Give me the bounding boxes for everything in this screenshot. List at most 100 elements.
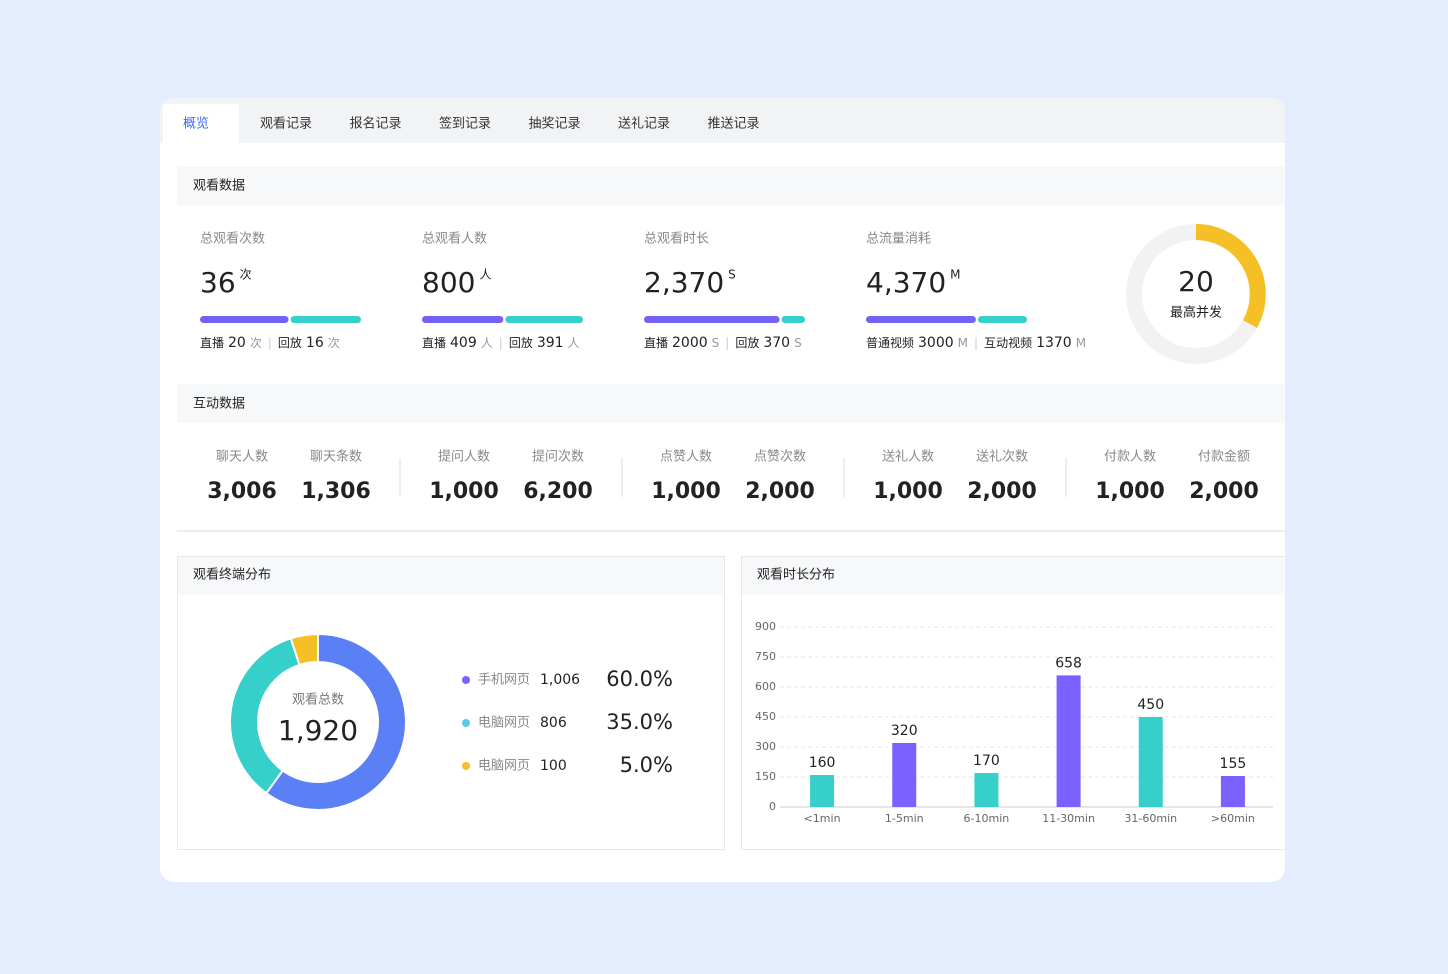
part-name: 回放 — [509, 335, 533, 350]
metric-value: 1,306 — [301, 479, 371, 504]
stat-label: 总观看人数 — [422, 231, 487, 247]
background — [1285, 540, 1295, 860]
part-value: 1370 — [1036, 335, 1072, 351]
metric-label: 聊天人数 — [216, 450, 268, 465]
progress-segment — [781, 316, 805, 323]
active-tab — [163, 104, 239, 143]
bar-label: 160 — [809, 755, 836, 771]
legend-dot — [462, 719, 470, 727]
bar — [1056, 675, 1081, 807]
legend-percent: 60.0% — [606, 667, 673, 691]
tab[interactable]: 报名记录 — [349, 116, 401, 132]
x-tick-label: 6-10min — [964, 812, 1010, 825]
x-tick-label: <1min — [804, 812, 841, 825]
part-unit: M — [1076, 336, 1086, 350]
progress-segment — [290, 316, 361, 323]
metric-label: 点赞次数 — [754, 449, 806, 465]
tab[interactable]: 推送记录 — [707, 117, 759, 132]
y-tick-label: 0 — [769, 800, 776, 813]
y-tick-label: 600 — [755, 680, 776, 693]
stat-value: 2,370 — [644, 266, 724, 299]
peak-label: 最高并发 — [1170, 305, 1222, 321]
part-value: 391 — [537, 335, 564, 351]
legend-dot — [462, 762, 470, 770]
separator: | — [725, 336, 729, 350]
part-name: 互动视频 — [984, 335, 1032, 350]
bar — [810, 775, 835, 807]
part-value: 2000 — [672, 335, 708, 351]
part-unit: S — [794, 336, 802, 350]
metric-label: 付款人数 — [1104, 450, 1156, 465]
progress-segment — [866, 316, 976, 323]
bar — [892, 743, 917, 807]
tab[interactable]: 概览 — [183, 116, 209, 132]
stat-breakdown: 直播 409 人 | 回放 391 人 — [422, 335, 580, 352]
metric-label: 付款金额 — [1198, 449, 1250, 465]
metric-value: 6,200 — [523, 479, 593, 504]
metric-value: 1,000 — [429, 479, 499, 504]
metric-label: 聊天条数 — [310, 449, 362, 465]
metric-value: 1,000 — [1095, 479, 1165, 504]
part-value: 409 — [450, 335, 477, 351]
progress-segment — [200, 316, 289, 323]
stat-value: 800 — [422, 266, 475, 299]
part-unit: 人 — [568, 336, 580, 350]
legend-value: 100 — [540, 758, 567, 774]
y-tick-label: 450 — [755, 710, 776, 723]
separator: | — [974, 336, 978, 350]
bar-label: 450 — [1137, 697, 1164, 713]
bar-label: 170 — [973, 753, 1000, 769]
part-value: 370 — [763, 335, 790, 351]
metric-value: 2,000 — [1189, 479, 1259, 504]
bar — [974, 773, 999, 807]
x-tick-label: 11-30min — [1042, 812, 1095, 825]
bar-label: 658 — [1055, 655, 1082, 671]
legend-percent: 5.0% — [620, 753, 673, 777]
panel — [177, 556, 725, 850]
part-name: 直播 — [200, 336, 224, 350]
bar — [1220, 776, 1245, 807]
stat-label: 总观看次数 — [200, 231, 265, 247]
stat-value: 4,370 — [866, 266, 946, 299]
part-value: 16 — [306, 335, 324, 351]
bar — [1138, 717, 1163, 807]
section-header — [177, 166, 1285, 205]
x-tick-label: 1-5min — [885, 812, 924, 825]
part-name: 直播 — [644, 336, 668, 350]
metric-label: 送礼次数 — [976, 449, 1028, 465]
metric-value: 2,000 — [745, 479, 815, 504]
panel-header — [178, 557, 724, 595]
separator: | — [499, 336, 503, 350]
tab[interactable]: 签到记录 — [439, 116, 491, 132]
stat-unit: 次 — [240, 268, 252, 282]
part-name: 普通视频 — [866, 335, 914, 350]
legend-name: 电脑网页 — [478, 759, 530, 774]
legend-value: 1,006 — [540, 672, 580, 688]
stat-breakdown: 普通视频 3000 M | 互动视频 1370 M — [866, 335, 1086, 352]
stat-value: 36 — [200, 266, 236, 299]
metric-label: 点赞人数 — [660, 450, 712, 465]
panel-title: 观看终端分布 — [193, 567, 271, 583]
tab-bar — [160, 98, 1285, 143]
stat-unit: 人 — [479, 268, 491, 282]
y-tick-label: 750 — [755, 650, 776, 663]
y-tick-label: 150 — [755, 770, 776, 783]
panel-title: 观看时长分布 — [757, 567, 835, 583]
y-tick-label: 900 — [755, 620, 776, 633]
metric-value: 1,000 — [651, 479, 721, 504]
part-unit: 次 — [328, 336, 340, 350]
progress-segment — [505, 316, 583, 323]
progress-segment — [644, 316, 780, 323]
tab[interactable]: 送礼记录 — [618, 116, 670, 132]
bar-label: 320 — [891, 723, 918, 739]
tab[interactable]: 抽奖记录 — [528, 117, 580, 132]
legend-value: 806 — [540, 715, 567, 731]
legend-dot — [462, 676, 470, 684]
metric-label: 提问人数 — [438, 449, 490, 465]
legend-percent: 35.0% — [606, 710, 673, 734]
part-name: 回放 — [278, 335, 302, 350]
bar-label: 155 — [1220, 756, 1247, 772]
tab[interactable]: 观看记录 — [260, 116, 312, 132]
part-unit: S — [712, 336, 720, 350]
metric-value: 2,000 — [967, 479, 1037, 504]
